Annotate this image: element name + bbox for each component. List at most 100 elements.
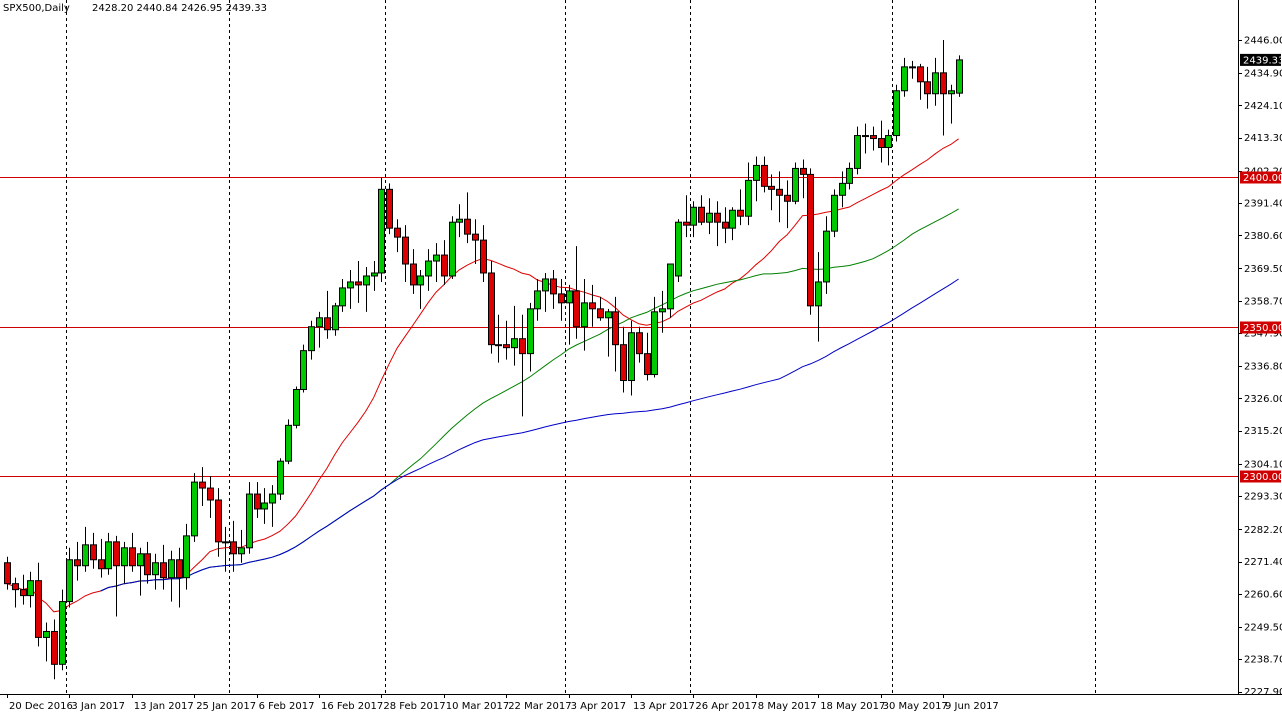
candle-87 — [683, 195, 690, 238]
candle-71 — [558, 278, 565, 321]
candle-73 — [573, 246, 580, 339]
candle-27 — [215, 488, 222, 557]
candle-body-48 — [378, 188, 385, 274]
time-tick-label-11: 26 Apr 2017 — [695, 701, 757, 712]
candle-body-7 — [59, 601, 66, 665]
candle-body-71 — [558, 293, 565, 304]
candle-body-13 — [105, 541, 112, 570]
candle-57 — [449, 216, 456, 279]
candle-body-27 — [215, 499, 222, 543]
candle-6 — [51, 619, 58, 680]
candle-body-53 — [417, 275, 424, 286]
candle-body-103 — [807, 173, 814, 307]
current-price-label-bg — [1240, 53, 1281, 66]
candle-body-43 — [339, 287, 346, 307]
candle-body-88 — [690, 206, 697, 226]
price-tick-label-17: 2260.60 — [1244, 589, 1282, 600]
candle-body-100 — [784, 194, 791, 202]
candle-body-108 — [846, 167, 853, 184]
price-tick-label-3: 2413.30 — [1244, 133, 1282, 144]
candle-body-70 — [550, 278, 557, 295]
level-label-bg-2 — [1240, 470, 1281, 483]
level-labels: 2400.00 2350.00 2300.00 — [1240, 171, 1282, 483]
candle-body-121 — [948, 90, 955, 95]
price-tick-label-1: 2434.90 — [1244, 69, 1282, 80]
candle-96 — [753, 156, 760, 202]
candle-72 — [566, 284, 573, 345]
candle-3 — [27, 571, 34, 608]
candle-117 — [917, 63, 924, 100]
candle-body-89 — [698, 206, 705, 223]
candle-15 — [121, 541, 128, 584]
candle-2 — [20, 574, 27, 605]
candle-body-68 — [534, 290, 541, 310]
candle-99 — [776, 171, 783, 223]
price-tick-label-5: 2391.40 — [1244, 199, 1282, 210]
candle-42 — [332, 302, 339, 336]
candle-body-6 — [51, 630, 58, 665]
candle-85 — [667, 263, 674, 318]
candle-89 — [698, 195, 705, 226]
candle-78 — [612, 296, 619, 372]
candle-body-42 — [332, 305, 339, 331]
candle-40 — [316, 311, 323, 348]
time-tick-label-2: 13 Jan 2017 — [134, 701, 194, 712]
candle-body-72 — [566, 290, 573, 304]
candle-body-12 — [98, 559, 105, 570]
candle-32 — [254, 482, 261, 518]
candle-body-78 — [612, 311, 619, 346]
candle-body-74 — [581, 302, 588, 328]
candle-11 — [90, 532, 97, 569]
candle-62 — [488, 261, 495, 354]
candle-body-117 — [917, 66, 924, 83]
candle-21 — [168, 550, 175, 602]
candle-body-2 — [20, 589, 27, 597]
price-tick-label-18: 2249.50 — [1244, 622, 1282, 633]
candle-29 — [230, 520, 237, 572]
candle-39 — [308, 320, 315, 360]
candle-body-65 — [511, 338, 518, 349]
time-tick-label-3: 25 Jan 2017 — [196, 701, 256, 712]
candle-body-44 — [347, 281, 354, 289]
candle-body-73 — [573, 290, 580, 328]
price-tick-label-11: 2326.00 — [1244, 394, 1282, 405]
candle-56 — [441, 240, 448, 285]
candle-18 — [144, 541, 151, 584]
candle-body-64 — [503, 344, 510, 349]
time-tick-label-14: 30 May 2017 — [883, 701, 948, 712]
candle-81 — [636, 326, 643, 363]
candle-104 — [815, 252, 822, 342]
chart-header-ohlc: 2428.20 2440.84 2426.95 2439.33 — [92, 3, 267, 14]
candle-63 — [495, 314, 502, 363]
price-tick-label-16: 2271.40 — [1244, 557, 1282, 568]
candle-23 — [183, 523, 190, 590]
candle-body-50 — [394, 227, 401, 238]
price-tick-label-14: 2293.30 — [1244, 492, 1282, 503]
candle-body-4 — [35, 580, 42, 638]
candle-43 — [339, 278, 346, 312]
candle-body-110 — [862, 135, 869, 138]
candle-body-79 — [620, 344, 627, 382]
price-tick-labels: 2446.002434.902424.102413.302402.202391.… — [1238, 35, 1282, 698]
candle-body-29 — [230, 541, 237, 555]
candle-body-118 — [924, 81, 931, 95]
candle-38 — [300, 344, 307, 393]
price-tick-label-0: 2446.00 — [1244, 35, 1282, 46]
time-tick-label-13: 18 May 2017 — [820, 701, 885, 712]
candle-52 — [410, 249, 417, 294]
candle-body-114 — [893, 90, 900, 137]
candle-9 — [74, 541, 81, 581]
candle-body-31 — [246, 493, 253, 549]
candle-body-107 — [839, 182, 846, 196]
candle-body-116 — [909, 66, 916, 69]
candle-98 — [768, 174, 775, 211]
candle-body-34 — [269, 493, 276, 504]
candle-59 — [464, 192, 471, 244]
candle-45 — [355, 261, 362, 303]
level-label-1: 2350.00 — [1243, 323, 1282, 334]
time-tick-label-15: 9 Jun 2017 — [945, 701, 999, 712]
candle-body-97 — [761, 164, 768, 187]
candle-body-17 — [137, 553, 144, 567]
candle-body-76 — [597, 308, 604, 319]
